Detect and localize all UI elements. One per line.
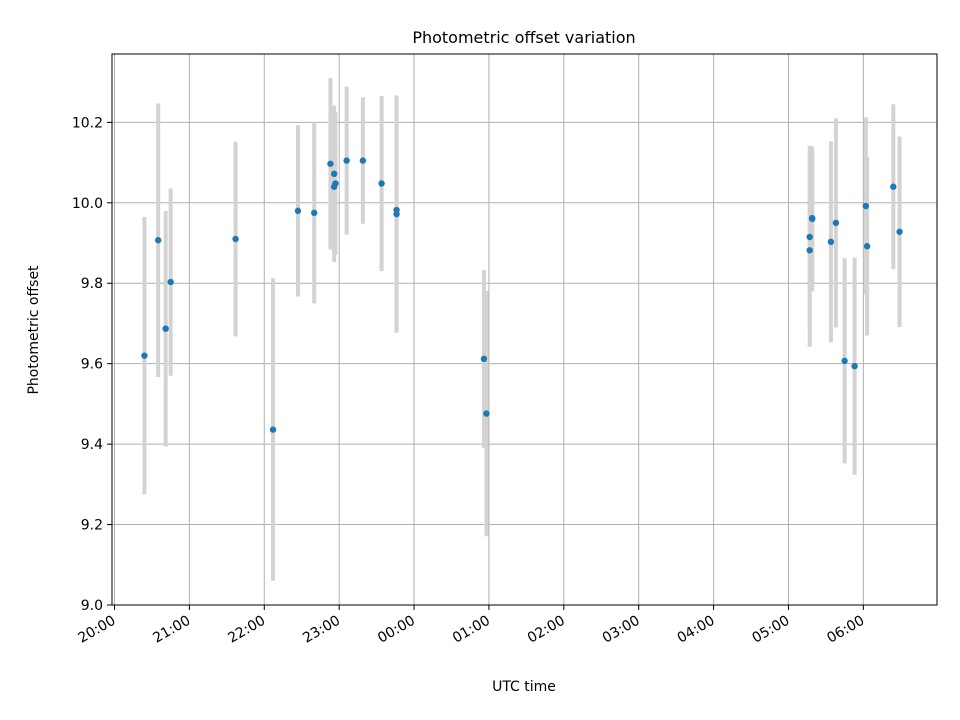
y-tick-label: 9.4 bbox=[81, 437, 103, 453]
data-point bbox=[378, 180, 385, 187]
x-tick-label: 05:00 bbox=[750, 613, 793, 647]
data-point bbox=[359, 157, 367, 164]
data-point bbox=[806, 247, 813, 254]
data-point bbox=[330, 170, 338, 178]
x-tick-label: 01:00 bbox=[450, 613, 493, 647]
data-point bbox=[890, 183, 897, 190]
x-tick-label: 02:00 bbox=[525, 613, 568, 647]
y-tick-label: 9.6 bbox=[81, 357, 103, 373]
y-axis: 9.0 9.2 9.4 9.6 9.8 10.0 10.2 bbox=[72, 115, 112, 614]
x-tick-label: 23:00 bbox=[300, 613, 343, 647]
x-tick-label: 06:00 bbox=[824, 613, 867, 647]
data-point bbox=[862, 202, 870, 210]
x-tick-label: 00:00 bbox=[375, 613, 418, 647]
data-point bbox=[808, 214, 816, 222]
data-point bbox=[896, 228, 903, 235]
errorbar-layer bbox=[142, 78, 902, 581]
data-point bbox=[141, 352, 148, 359]
data-point bbox=[154, 237, 162, 244]
x-axis-label: UTC time bbox=[492, 679, 556, 695]
x-tick-label: 22:00 bbox=[225, 613, 268, 647]
data-point bbox=[480, 355, 488, 363]
data-point bbox=[841, 357, 848, 365]
data-point bbox=[327, 160, 334, 167]
data-point bbox=[483, 410, 490, 417]
data-point bbox=[167, 278, 174, 286]
data-point bbox=[393, 210, 400, 218]
data-point bbox=[232, 235, 239, 243]
point-layer bbox=[141, 157, 903, 433]
data-point bbox=[832, 219, 840, 227]
data-point bbox=[162, 325, 169, 332]
y-tick-label: 9.0 bbox=[81, 598, 103, 614]
x-axis: 20:00 21:00 22:00 23:00 00:00 01:00 02:00 03:00… bbox=[76, 605, 867, 647]
chart-title: Photometric offset variation bbox=[412, 28, 635, 47]
y-tick-label: 9.8 bbox=[81, 276, 103, 292]
data-point bbox=[827, 238, 835, 246]
x-tick-label: 03:00 bbox=[600, 613, 643, 647]
x-tick-label: 20:00 bbox=[76, 613, 119, 647]
data-point bbox=[294, 207, 302, 215]
y-tick-label: 9.2 bbox=[81, 518, 103, 534]
data-point bbox=[330, 183, 338, 190]
y-tick-label: 10.0 bbox=[72, 196, 103, 212]
x-tick-label: 21:00 bbox=[150, 613, 193, 647]
plot-frame bbox=[111, 53, 938, 606]
data-point bbox=[851, 362, 858, 370]
data-point bbox=[310, 209, 318, 217]
y-axis-label: Photometric offset bbox=[26, 265, 42, 395]
data-point bbox=[269, 426, 277, 433]
x-tick-label: 04:00 bbox=[675, 613, 718, 647]
y-tick-label: 10.2 bbox=[72, 115, 103, 131]
data-point bbox=[863, 243, 871, 250]
data-point bbox=[343, 157, 350, 164]
data-point bbox=[806, 233, 813, 241]
